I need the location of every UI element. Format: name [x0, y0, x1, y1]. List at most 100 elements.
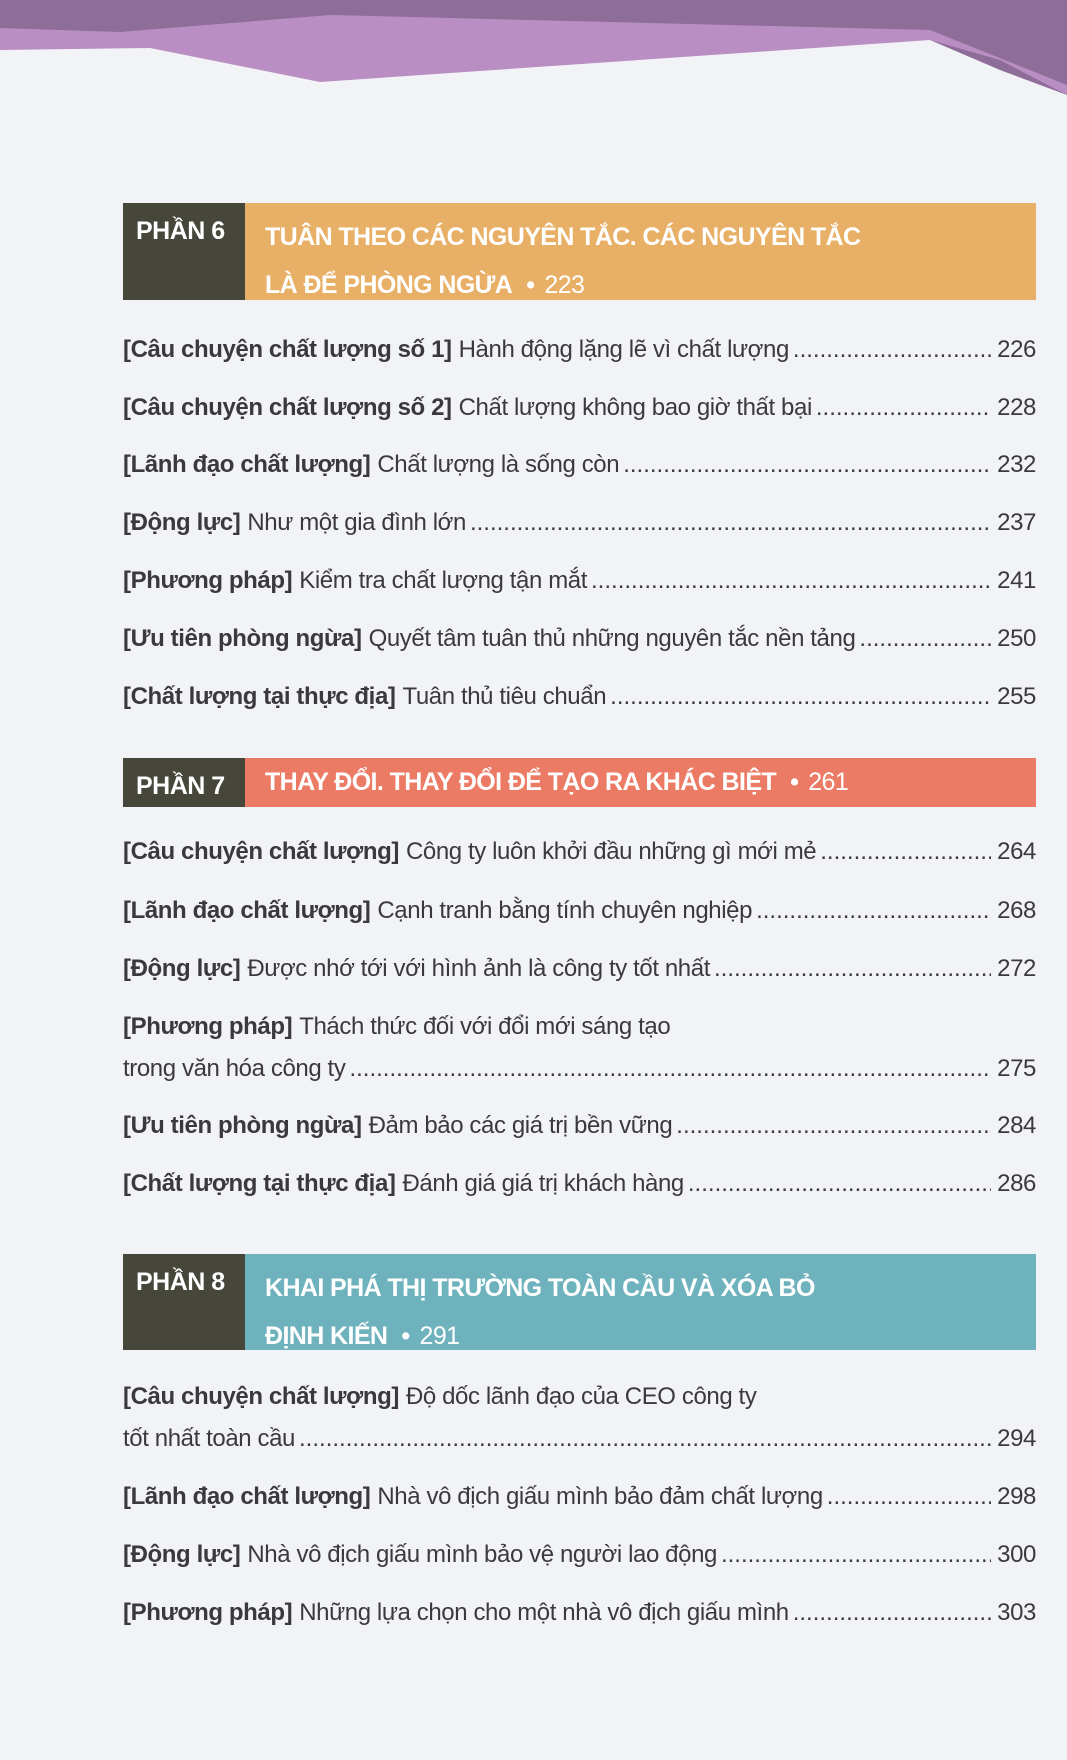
entry-category: [Lãnh đạo chất lượng] [123, 1483, 371, 1510]
entry-page-number: 237 [997, 509, 1036, 536]
section-header[interactable]: PHẦN 6 TUÂN THEO CÁC NGUYÊN TẮC. CÁC NGUY… [123, 203, 1036, 300]
section-title-line2: LÀ ĐỂ PHÒNG NGỪA [265, 271, 513, 299]
toc-entry-line: [Chất lượng tại thực địa] Đánh giá giá tr… [123, 1170, 1036, 1212]
toc-entry[interactable]: [Ưu tiên phòng ngừa] Đảm bảo các giá trị … [123, 1112, 1036, 1154]
toc-entry[interactable]: [Câu chuyện chất lượng] Công ty luôn khởi… [123, 838, 1036, 880]
section-title: TUÂN THEO CÁC NGUYÊN TẮC. CÁC NGUYÊN TẮC… [245, 203, 1036, 300]
section-title-line1: THAY ĐỔI. THAY ĐỔI ĐỂ TẠO RA KHÁC BIỆT [265, 768, 777, 796]
section-title: KHAI PHÁ THỊ TRƯỜNG TOÀN CẦU VÀ XÓA BỎ ĐỊ… [245, 1254, 1036, 1350]
section-title-line1: TUÂN THEO CÁC NGUYÊN TẮC. CÁC NGUYÊN TẮC [265, 223, 861, 251]
section-header[interactable]: PHẦN 8 KHAI PHÁ THỊ TRƯỜNG TOÀN CẦU VÀ XÓ… [123, 1254, 1036, 1350]
section-title-line2: ĐỊNH KIẾN [265, 1322, 388, 1350]
toc-entry[interactable]: [Chất lượng tại thực địa] Tuân thủ tiêu c… [123, 683, 1036, 725]
dot-leader [859, 625, 991, 653]
toc-entry[interactable]: [Lãnh đạo chất lượng] Chất lượng là sống … [123, 451, 1036, 493]
toc-entry[interactable]: [Động lực]Như một gia đình lớn 237 [123, 509, 1036, 551]
section-title: THAY ĐỔI. THAY ĐỔI ĐỂ TẠO RA KHÁC BIỆT • 2… [245, 758, 1036, 807]
dot-leader [816, 394, 991, 422]
dot-leader [610, 683, 991, 711]
entry-page-number: 303 [997, 1599, 1036, 1626]
entry-title: Thách thức đối với đổi mới sáng tạo [299, 1013, 671, 1040]
entry-page-number: 264 [997, 838, 1036, 865]
dot-leader [793, 1599, 991, 1627]
entry-category: [Ưu tiên phòng ngừa] [123, 625, 362, 652]
toc-entry[interactable]: [Động lực] Nhà vô địch giấu mình bảo vệ n… [123, 1541, 1036, 1583]
toc-entry[interactable]: [Ưu tiên phòng ngừa] Quyết tâm tuân thủ n… [123, 625, 1036, 667]
section-title-line1: KHAI PHÁ THỊ TRƯỜNG TOÀN CẦU VÀ XÓA BỎ [265, 1274, 815, 1302]
section-page-number: 261 [808, 768, 849, 796]
toc-entry-line: [Câu chuyện chất lượng số 1] Hành động lặ… [123, 336, 1036, 378]
dot-leader [827, 1483, 991, 1511]
section-number: PHẦN 8 [123, 1254, 245, 1350]
entry-category: [Phương pháp] [123, 567, 293, 594]
entry-title: Những lựa chọn cho một nhà vô địch giấu … [299, 1599, 789, 1626]
entry-title: Đảm bảo các giá trị bền vững [368, 1112, 673, 1139]
toc-entry-line: [Động lực] Nhà vô địch giấu mình bảo vệ n… [123, 1541, 1036, 1583]
bullet-icon: • [790, 768, 799, 796]
toc-entry-line: [Chất lượng tại thực địa] Tuân thủ tiêu c… [123, 683, 1036, 725]
entry-title: Nhà vô địch giấu mình bảo đảm chất lượng [377, 1483, 823, 1510]
entry-title: Độ dốc lãnh đạo của CEO công ty [405, 1383, 757, 1410]
entry-page-number: 228 [997, 394, 1036, 421]
dot-leader [820, 838, 991, 866]
entry-category: [Động lực] [123, 955, 241, 982]
bullet-icon: • [526, 271, 535, 299]
toc-entry[interactable]: [Lãnh đạo chất lượng] Cạnh tranh bằng tín… [123, 897, 1036, 939]
toc-entry-line: [Câu chuyện chất lượng số 2] Chất lượng k… [123, 394, 1036, 436]
dot-leader [470, 509, 991, 537]
entry-title-continued: tốt nhất toàn cầu [123, 1425, 296, 1452]
entry-title: Đánh giá giá trị khách hàng [402, 1170, 684, 1197]
section-page-number: 223 [544, 271, 585, 299]
toc-entry[interactable]: [Câu chuyện chất lượng số 2] Chất lượng k… [123, 394, 1036, 436]
toc-entry-line: [Lãnh đạo chất lượng] Nhà vô địch giấu mì… [123, 1483, 1036, 1525]
entry-page-number: 286 [997, 1170, 1036, 1197]
entry-category: [Câu chuyện chất lượng số 1] [123, 336, 452, 363]
entry-page-number: 284 [997, 1112, 1036, 1139]
entry-category: [Câu chuyện chất lượng] [123, 1383, 399, 1410]
dot-leader [714, 955, 991, 983]
entry-title: Kiểm tra chất lượng tận mắt [299, 567, 588, 594]
entry-page-number: 294 [997, 1425, 1036, 1452]
entry-title: Hành động lặng lẽ vì chất lượng [458, 336, 790, 363]
toc-entry-line: [Lãnh đạo chất lượng] Chất lượng là sống … [123, 451, 1036, 493]
toc-entry[interactable]: [Phương pháp] Thách thức đối với đổi mới … [123, 1013, 1036, 1097]
toc-entry[interactable]: [Phương pháp] Kiểm tra chất lượng tận mắt… [123, 567, 1036, 609]
toc-entry[interactable]: [Phương pháp] Những lựa chọn cho một nhà … [123, 1599, 1036, 1641]
entry-title-continued: trong văn hóa công ty [123, 1055, 346, 1082]
entry-title: Quyết tâm tuân thủ những nguyên tắc nền … [368, 625, 856, 652]
toc-entry-line: trong văn hóa công ty 275 [123, 1055, 1036, 1097]
entry-category: [Câu chuyện chất lượng] [123, 838, 399, 865]
toc-entry-line: [Lãnh đạo chất lượng] Cạnh tranh bằng tín… [123, 897, 1036, 939]
toc-entry-line: tốt nhất toàn cầu 294 [123, 1425, 1036, 1467]
section-number: PHẦN 6 [123, 203, 245, 300]
section-header[interactable]: PHẦN 7 THAY ĐỔI. THAY ĐỔI ĐỂ TẠO RA KHÁC … [123, 758, 1036, 807]
toc-entry[interactable]: [Chất lượng tại thực địa] Đánh giá giá tr… [123, 1170, 1036, 1212]
entry-category: [Động lực] [123, 1541, 241, 1568]
entry-page-number: 300 [997, 1541, 1036, 1568]
toc-entry[interactable]: [Câu chuyện chất lượng số 1] Hành động lặ… [123, 336, 1036, 378]
entry-title: Tuân thủ tiêu chuẩn [402, 683, 607, 710]
decorative-top-band [0, 0, 1067, 95]
entry-page-number: 268 [997, 897, 1036, 924]
entry-category: [Chất lượng tại thực địa] [123, 683, 396, 710]
toc-entry-line: [Động lực] Được nhớ tới với hình ảnh là c… [123, 955, 1036, 997]
dot-leader [299, 1425, 991, 1453]
entry-category: [Lãnh đạo chất lượng] [123, 897, 371, 924]
dot-leader [676, 1112, 991, 1140]
dot-leader [591, 567, 991, 595]
toc-entry[interactable]: [Lãnh đạo chất lượng] Nhà vô địch giấu mì… [123, 1483, 1036, 1525]
dot-leader [688, 1170, 991, 1198]
entry-page-number: 298 [997, 1483, 1036, 1510]
entry-title: Cạnh tranh bằng tính chuyên nghiệp [377, 897, 753, 924]
toc-entry-line: [Phương pháp] Những lựa chọn cho một nhà … [123, 1599, 1036, 1641]
dot-leader [721, 1541, 991, 1569]
entry-title: Chất lượng không bao giờ thất bại [458, 394, 813, 421]
entry-category: [Chất lượng tại thực địa] [123, 1170, 396, 1197]
entry-page-number: 232 [997, 451, 1036, 478]
toc-entry[interactable]: [Động lực] Được nhớ tới với hình ảnh là c… [123, 955, 1036, 997]
toc-entry[interactable]: [Câu chuyện chất lượng] Độ dốc lãnh đạo c… [123, 1383, 1036, 1467]
entry-category: [Ưu tiên phòng ngừa] [123, 1112, 362, 1139]
section-number: PHẦN 7 [123, 758, 245, 807]
bullet-icon: • [401, 1322, 410, 1350]
section-page-number: 291 [419, 1322, 461, 1350]
